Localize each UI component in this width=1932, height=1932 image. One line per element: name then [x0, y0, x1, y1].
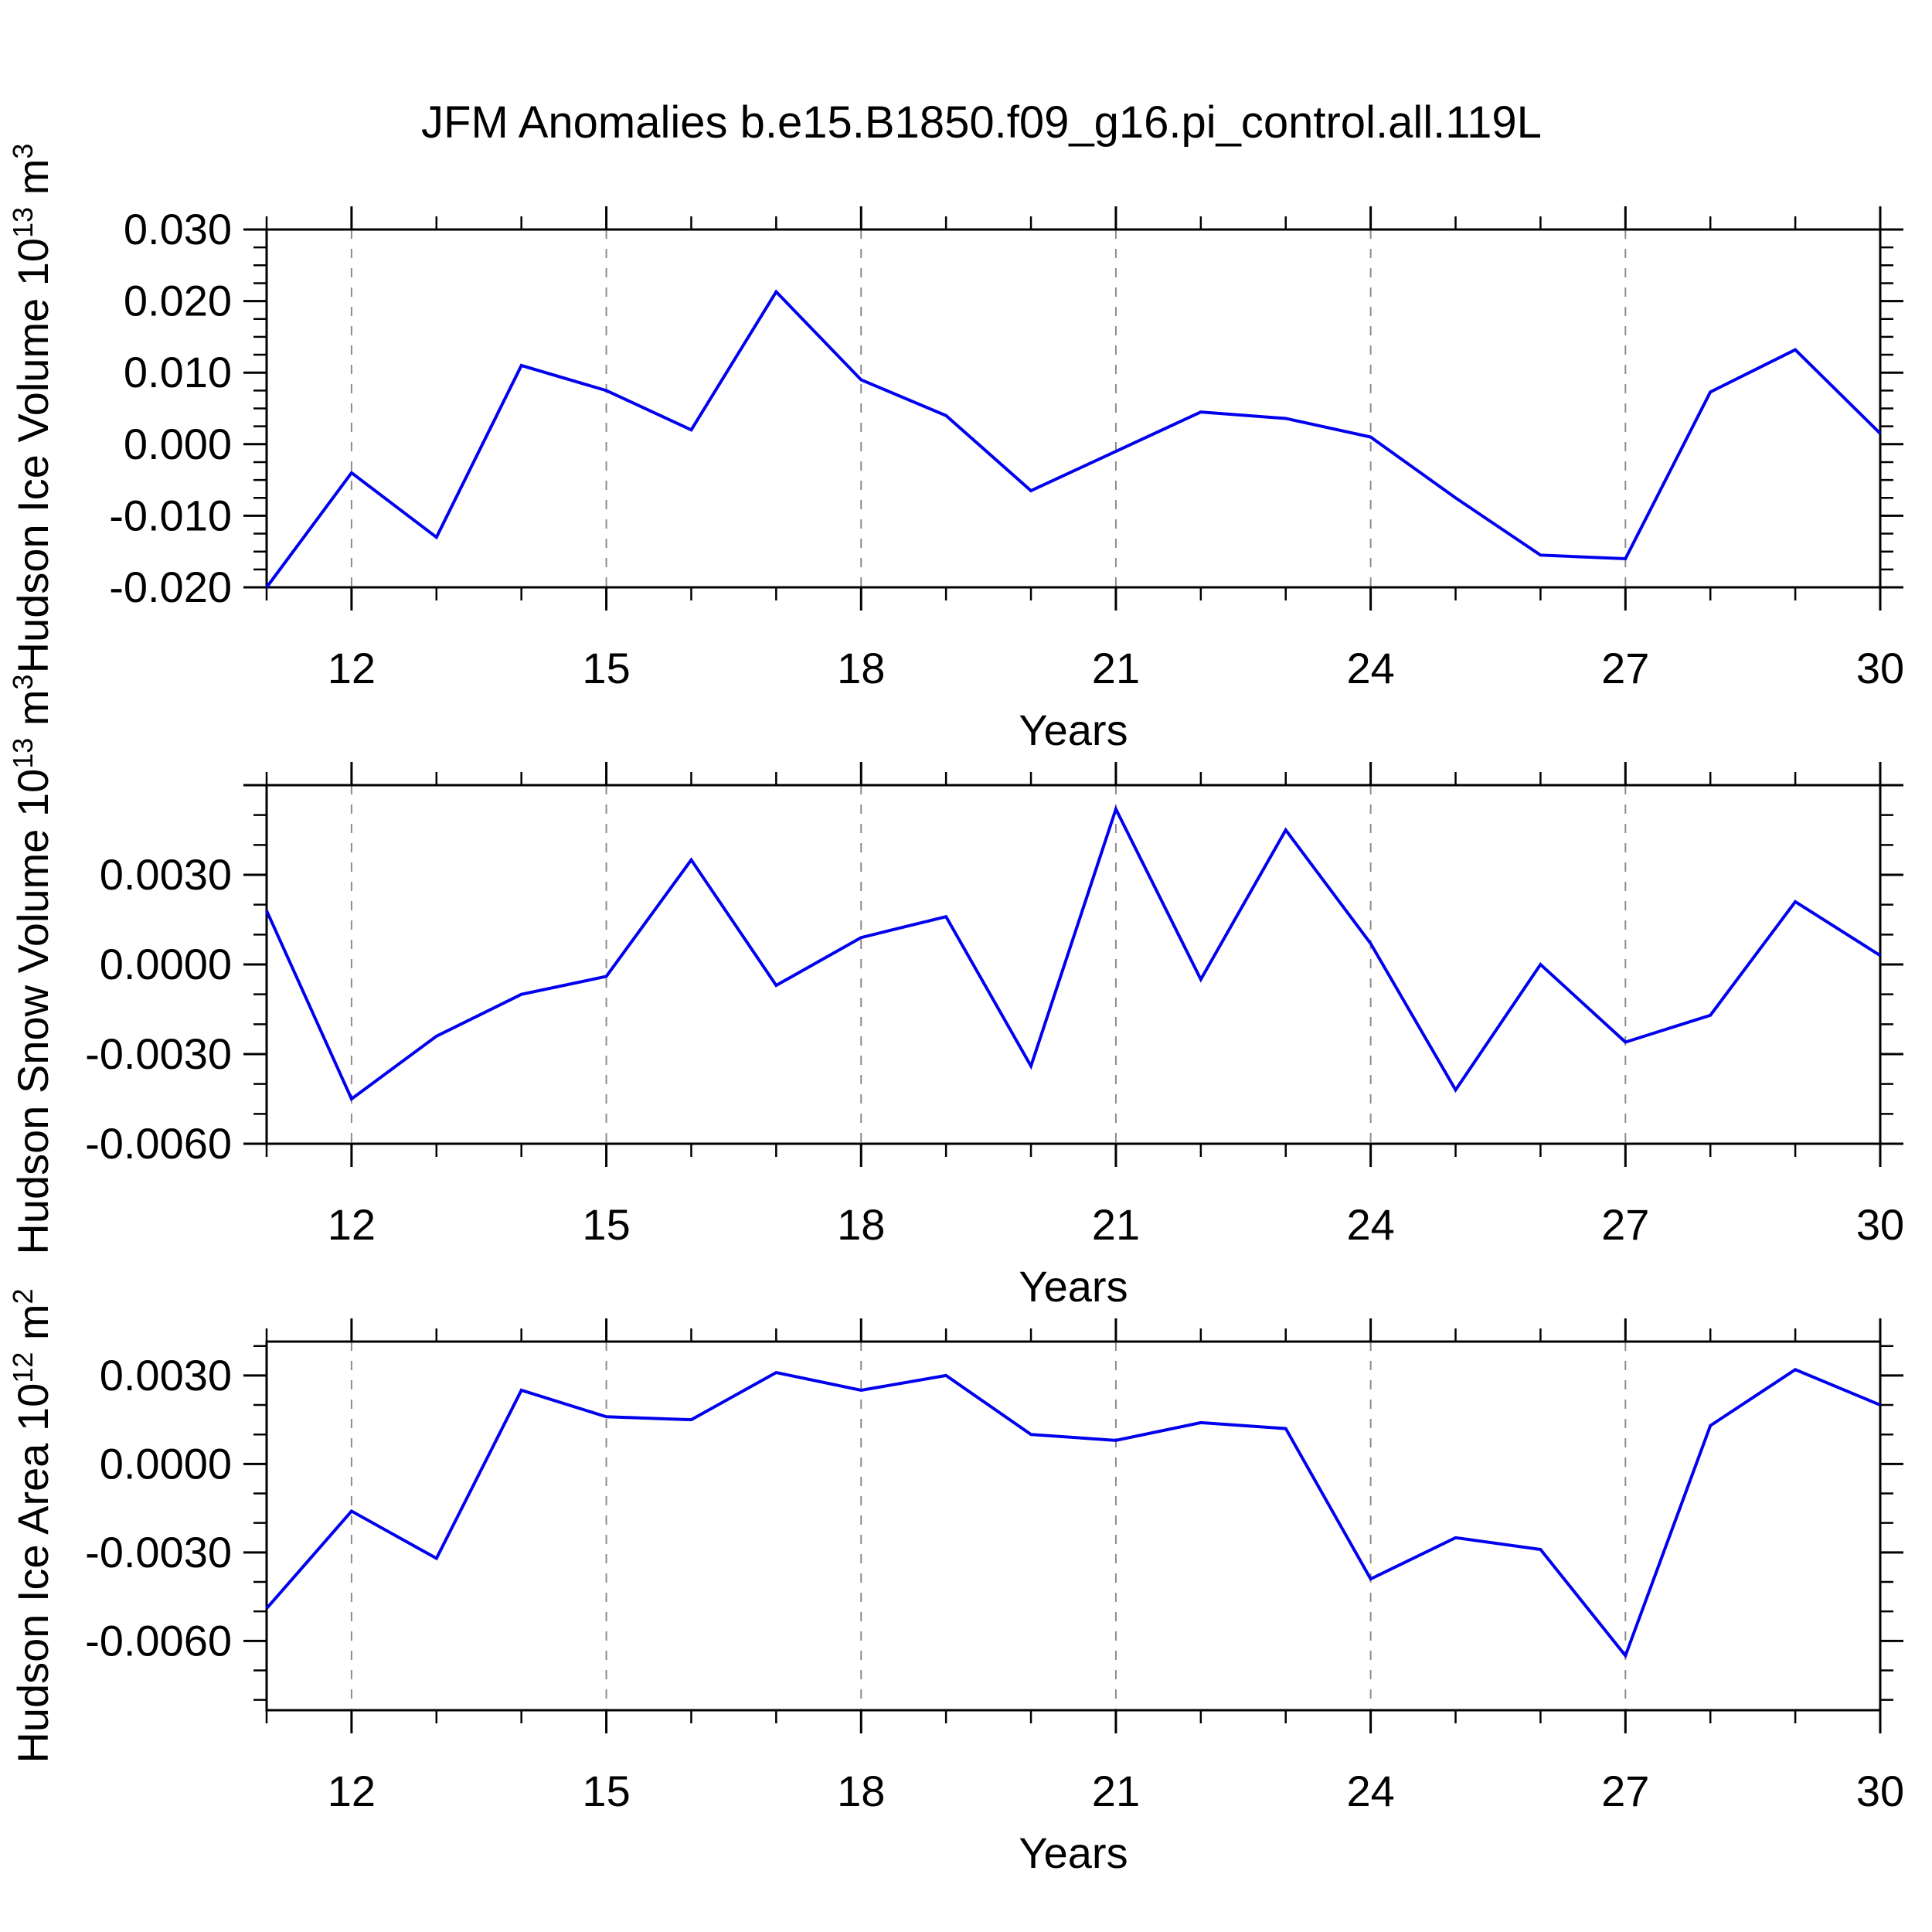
- x-tick-label: 27: [1601, 1767, 1649, 1815]
- x-tick-label: 30: [1856, 1767, 1904, 1815]
- panel-hudson-snow-volume: 0.0030 0.0000 -0.0030 -0.0060 12 15 18 21 24 27 30…: [7, 674, 1904, 1311]
- hudson-snow-volume-series-line: [265, 804, 1882, 1102]
- x-tick-label: 27: [1601, 644, 1649, 692]
- y-tick-label: 0.0030: [100, 850, 232, 899]
- hudson-ice-volume-series-line: [265, 289, 1882, 589]
- panel-hudson-ice-volume: 0.030 0.020 0.010 0.000 -0.010 -0.020 12 15 18 21…: [7, 144, 1904, 754]
- y-tick-label: -0.010: [109, 491, 232, 539]
- y-tick-label: 0.0000: [100, 1439, 232, 1488]
- x-tick-label: 12: [328, 1767, 376, 1815]
- y-tick-label: 0.000: [124, 420, 232, 468]
- x-tick-label: 18: [837, 1767, 885, 1815]
- x-tick-label: 21: [1092, 1200, 1140, 1249]
- x-tick-label: 21: [1092, 644, 1140, 692]
- y-tick-label: -0.0030: [85, 1528, 232, 1577]
- figure-title: JFM Anomalies b.e15.B1850.f09_g16.pi_con…: [421, 97, 1542, 148]
- x-tick-label: 21: [1092, 1767, 1140, 1815]
- plot-frame: [265, 228, 1882, 589]
- y-tick-label: -0.020: [109, 563, 232, 611]
- plot-frame: [265, 1340, 1882, 1712]
- y-axis-title: Hudson Ice Area 1012 m2: [7, 1288, 57, 1763]
- x-tick-label: 30: [1856, 1200, 1904, 1249]
- x-axis-title: Years: [1019, 1262, 1128, 1311]
- y-tick-label: 0.020: [124, 277, 232, 325]
- x-tick-label: 15: [582, 1767, 630, 1815]
- x-tick-label: 24: [1346, 1767, 1394, 1815]
- x-tick-label: 18: [837, 644, 885, 692]
- x-tick-label: 12: [328, 644, 376, 692]
- x-tick-label: 18: [837, 1200, 885, 1249]
- x-axis-title: Years: [1019, 1828, 1128, 1877]
- hudson-ice-area-series-line: [265, 1367, 1881, 1659]
- x-tick-label: 30: [1856, 644, 1904, 692]
- y-tick-label: -0.0060: [85, 1616, 232, 1665]
- x-tick-label: 24: [1346, 1200, 1394, 1249]
- x-tick-label: 24: [1346, 644, 1394, 692]
- y-tick-label: -0.0030: [85, 1029, 232, 1078]
- plot-frame: [265, 784, 1882, 1145]
- x-tick-label: 15: [582, 1200, 630, 1249]
- y-tick-label: 0.0030: [100, 1351, 232, 1400]
- x-tick-label: 27: [1601, 1200, 1649, 1249]
- x-tick-label: 12: [328, 1200, 376, 1249]
- panel-hudson-ice-area: 0.0030 0.0000 -0.0030 -0.0060 12 15 18 21 24 27 30…: [7, 1288, 1904, 1877]
- y-tick-label: 0.030: [124, 205, 232, 253]
- x-axis-title: Years: [1019, 706, 1128, 754]
- x-tick-label: 15: [582, 644, 630, 692]
- y-tick-label: 0.010: [124, 348, 232, 396]
- y-tick-label: 0.0000: [100, 940, 232, 988]
- y-axis-title: Hudson Ice Volume 1013 m3: [7, 144, 57, 674]
- y-tick-label: -0.0060: [85, 1119, 232, 1168]
- y-axis-title: Hudson Snow Volume 1013 m3: [7, 674, 57, 1254]
